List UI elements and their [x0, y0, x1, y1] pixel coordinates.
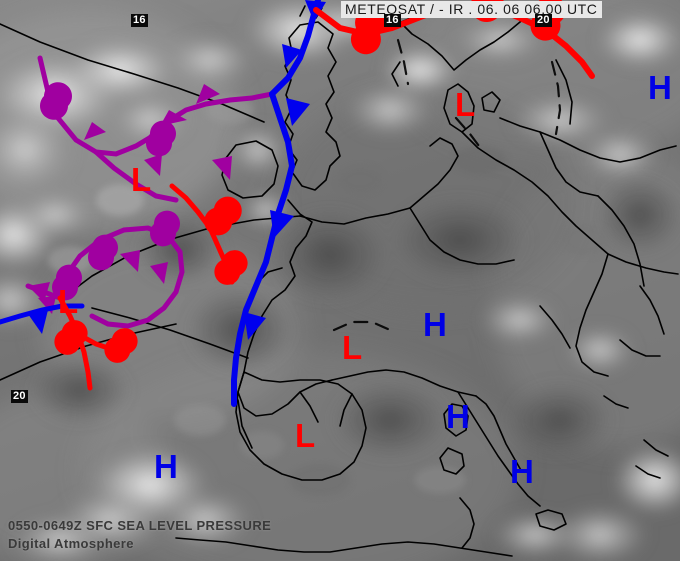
grid-label-longitude-20-left: 20 — [11, 390, 28, 403]
high-pressure-marker-eastern-europe: H — [648, 69, 672, 106]
grid-label-longitude-20-top-right: 20 — [535, 14, 552, 27]
low-pressure-marker-northern-iberia: L — [342, 329, 363, 366]
low-pressure-marker-southern-iberia: L — [295, 417, 316, 454]
high-pressure-marker-atlantic-morocco: H — [154, 448, 178, 485]
grid-label-longitude-16-top-center: 16 — [384, 14, 401, 27]
high-pressure-marker-tyrrhenian: H — [446, 398, 470, 435]
satellite-header-banner: METEOSAT / - IR . 06. 06 06.00 UTC — [341, 1, 602, 18]
low-pressure-marker-atlantic-secondary: L — [58, 283, 79, 320]
high-pressure-marker-ionian: H — [510, 453, 534, 490]
high-pressure-marker-alps: H — [423, 306, 447, 343]
grid-label-longitude-16w-top-left: 16 — [131, 14, 148, 27]
chart-caption: 0550-0649Z SFC SEA LEVEL PRESSURE Digita… — [8, 517, 271, 553]
low-pressure-marker-denmark: L — [455, 86, 476, 123]
caption-line-source: Digital Atmosphere — [8, 536, 134, 551]
low-pressure-marker-atlantic-primary: L — [131, 161, 152, 198]
caption-line-title: 0550-0649Z SFC SEA LEVEL PRESSURE — [8, 518, 272, 533]
